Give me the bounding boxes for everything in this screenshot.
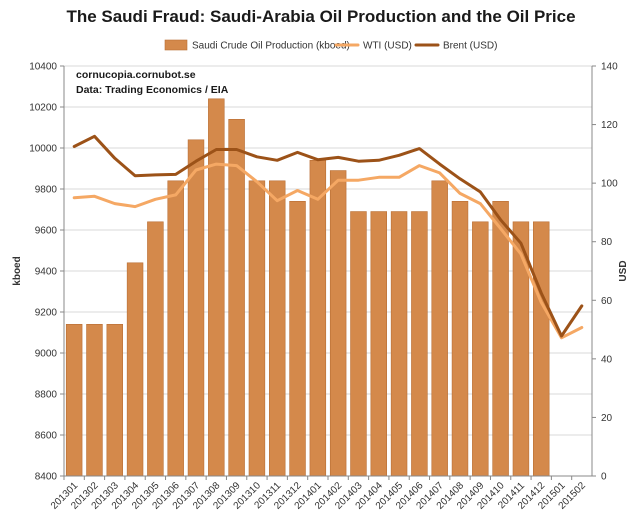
bar [411, 211, 428, 477]
y2-tick-label: 80 [601, 237, 613, 248]
bar [451, 201, 469, 477]
axes [60, 65, 596, 480]
y-tick-label: 8800 [35, 390, 58, 401]
bar [289, 201, 306, 477]
legend-swatch [164, 39, 188, 51]
legend-wti: WTI (USD) [334, 41, 412, 52]
annotation-source-site: cornucopia.cornubot.se [76, 69, 196, 81]
bar [269, 180, 286, 477]
bar [86, 323, 103, 477]
chart-title: The Saudi Fraud: Saudi-Arabia Oil Produc… [66, 7, 575, 26]
bar [370, 211, 387, 477]
y-tick-label: 9000 [35, 349, 58, 360]
bar [208, 98, 225, 477]
y-tick-label: 10200 [29, 103, 57, 114]
y2-tick-label: 120 [601, 120, 618, 131]
y-tick-label: 9800 [35, 185, 58, 196]
legend-label: Brent (USD) [443, 41, 497, 52]
bar [431, 180, 448, 477]
bar-series [65, 98, 550, 477]
annotation-data-source: Data: Trading Economics / EIA [76, 84, 229, 96]
bar [472, 221, 489, 477]
bar [309, 160, 327, 477]
y2-tick-label: 0 [601, 472, 607, 483]
bar [390, 211, 408, 477]
bar [329, 170, 347, 477]
y-tick-label: 8600 [35, 431, 58, 442]
bar [187, 139, 205, 477]
brent-line [72, 134, 584, 338]
wti-line [72, 162, 584, 340]
legend-brent: Brent (USD) [414, 41, 497, 52]
y2-tick-label: 140 [601, 62, 618, 73]
bar [126, 262, 144, 477]
bar [533, 221, 550, 477]
y-tick-label: 9400 [35, 267, 58, 278]
bar [492, 201, 509, 477]
y-tick-label: 9600 [35, 226, 58, 237]
y-tick-label: 9200 [35, 308, 58, 319]
bar [350, 211, 367, 477]
y-tick-label: 10000 [29, 144, 57, 155]
y-axis-label: kboed [12, 256, 23, 285]
y2-tick-label: 60 [601, 296, 613, 307]
bar [65, 323, 83, 477]
bar [147, 221, 164, 477]
bar [228, 119, 245, 477]
y2-tick-label: 20 [601, 413, 613, 424]
bar [248, 180, 266, 477]
y2-tick-label: 40 [601, 354, 613, 365]
line-series [72, 134, 584, 340]
legend-production: Saudi Crude Oil Production (kboed) [164, 39, 350, 52]
bar [167, 180, 184, 477]
y-tick-label: 8400 [35, 472, 58, 483]
y2-axis-label: USD [618, 260, 629, 281]
legend: Saudi Crude Oil Production (kboed) WTI (U… [164, 39, 497, 52]
y-tick-label: 10400 [29, 62, 57, 73]
legend-label: Saudi Crude Oil Production (kboed) [192, 41, 350, 52]
y2-tick-label: 100 [601, 179, 618, 190]
legend-label: WTI (USD) [363, 41, 412, 52]
bar [106, 323, 123, 477]
